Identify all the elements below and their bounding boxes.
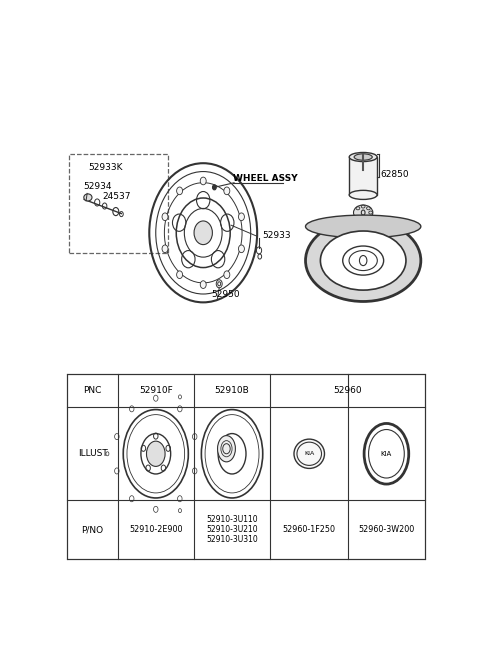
Text: 52933K: 52933K xyxy=(88,163,122,172)
Text: ILLUST: ILLUST xyxy=(78,449,108,459)
Text: WHEEL ASSY: WHEEL ASSY xyxy=(233,174,298,183)
Text: 52910-3U110
52910-3U210
52910-3U310: 52910-3U110 52910-3U210 52910-3U310 xyxy=(206,515,258,544)
Text: PNC: PNC xyxy=(84,386,102,395)
Ellipse shape xyxy=(349,152,377,161)
Ellipse shape xyxy=(305,220,421,302)
Text: 52910B: 52910B xyxy=(215,386,250,395)
Text: 52933: 52933 xyxy=(263,231,291,240)
Ellipse shape xyxy=(162,213,168,220)
Text: 52960-3W200: 52960-3W200 xyxy=(358,525,415,534)
Ellipse shape xyxy=(305,215,421,238)
Ellipse shape xyxy=(224,271,230,279)
Ellipse shape xyxy=(239,245,244,253)
Text: 52910-2E900: 52910-2E900 xyxy=(129,525,182,534)
Ellipse shape xyxy=(146,441,165,466)
Ellipse shape xyxy=(354,154,372,160)
Ellipse shape xyxy=(294,439,324,468)
Text: 62850: 62850 xyxy=(380,170,408,179)
Ellipse shape xyxy=(349,190,377,199)
Ellipse shape xyxy=(239,213,244,220)
Ellipse shape xyxy=(162,245,168,253)
Text: 52960-1F250: 52960-1F250 xyxy=(283,525,336,534)
Text: 52960: 52960 xyxy=(333,386,362,395)
Text: KIA: KIA xyxy=(304,451,314,457)
Ellipse shape xyxy=(84,194,92,201)
Ellipse shape xyxy=(194,221,212,245)
Ellipse shape xyxy=(177,271,182,279)
Text: 52950: 52950 xyxy=(211,291,240,299)
Text: 24537: 24537 xyxy=(103,192,132,201)
Text: 52910F: 52910F xyxy=(139,386,173,395)
Ellipse shape xyxy=(217,436,235,462)
Bar xyxy=(67,374,424,559)
Text: 52934: 52934 xyxy=(83,182,111,191)
Ellipse shape xyxy=(177,187,182,195)
Ellipse shape xyxy=(353,205,373,220)
Ellipse shape xyxy=(321,231,406,290)
Text: KIA: KIA xyxy=(381,451,392,457)
Ellipse shape xyxy=(224,187,230,195)
Bar xyxy=(349,157,377,195)
Text: P/NO: P/NO xyxy=(82,525,104,534)
Circle shape xyxy=(213,185,216,190)
Ellipse shape xyxy=(200,177,206,185)
Ellipse shape xyxy=(200,281,206,289)
